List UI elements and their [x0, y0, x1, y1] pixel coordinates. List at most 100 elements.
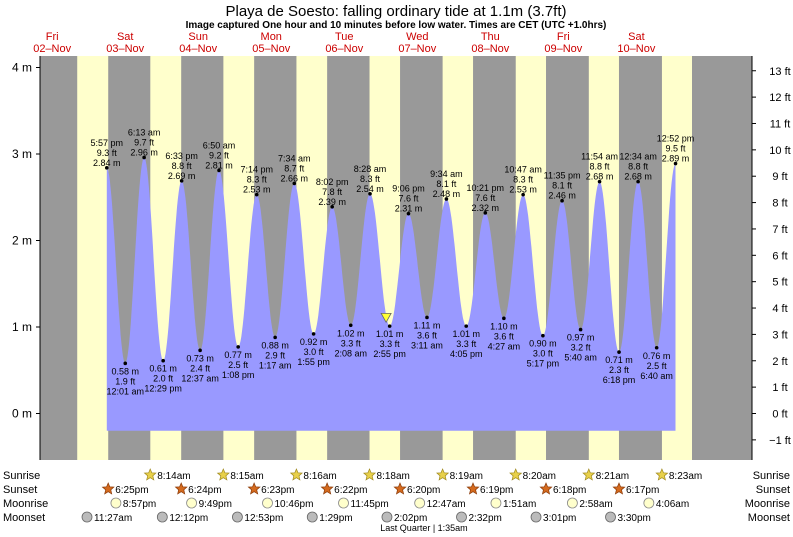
- moonset-time: 3:01pm: [543, 513, 576, 524]
- tide-time-label: 11:35 pm: [544, 171, 581, 181]
- tide-time-label: 11:54 am: [581, 152, 618, 162]
- moonset-row-label-right: Moonset: [748, 512, 790, 524]
- tide-point: [348, 323, 353, 328]
- sunset-time: 6:23pm: [261, 485, 294, 496]
- tide-feet-label: 9.7 ft: [134, 137, 155, 147]
- moonset-icon: [381, 511, 393, 523]
- tide-time-label: 12:34 am: [619, 152, 657, 162]
- moonrise-icon: [338, 497, 349, 509]
- moonrise-time: 2:58am: [579, 499, 612, 510]
- tide-feet-label: 3.0 ft: [304, 347, 325, 357]
- left-tick-label: 2 m: [12, 234, 32, 248]
- tide-time-label: 7:14 pm: [240, 165, 273, 175]
- tide-feet-label: 3.3 ft: [341, 338, 362, 348]
- sunrise-time: 8:15am: [230, 471, 263, 482]
- tide-metres-label: 2.54 m: [356, 184, 384, 194]
- tide-feet-label: 9.5 ft: [666, 144, 687, 154]
- tide-time-label: 8:02 pm: [316, 177, 349, 187]
- sunset-icon: [466, 482, 480, 495]
- chart-subtitle: Image captured One hour and 10 minutes b…: [186, 20, 607, 31]
- sunrise-icon: [216, 468, 230, 481]
- moonrise-icon: [490, 497, 502, 509]
- tide-curve: [106, 157, 676, 431]
- moonset-icon: [456, 511, 467, 523]
- tide-point: [425, 315, 429, 320]
- tide-time-label: 7:34 am: [278, 153, 311, 163]
- current-tide-marker: [380, 312, 392, 324]
- sunrise-time: 8:21am: [596, 471, 629, 482]
- moonrise-icon: [414, 497, 426, 509]
- tide-time-label: 2:08 am: [334, 348, 367, 358]
- tide-metres-label: 0.61 m: [149, 364, 177, 374]
- tide-feet-label: 8.8 ft: [590, 162, 611, 172]
- right-tick-label: 7 ft: [772, 224, 787, 236]
- night-band: [691, 56, 752, 460]
- tide-point: [673, 161, 678, 166]
- moonrise-row-label-left: Moonrise: [3, 498, 48, 510]
- tide-feet-label: 2.3 ft: [609, 365, 630, 375]
- tide-point: [198, 348, 202, 353]
- moonset-icon: [306, 511, 318, 523]
- tide-metres-label: 1.02 m: [337, 328, 365, 338]
- day-date-label: 07–Nov: [398, 43, 436, 55]
- tide-metres-label: 2.46 m: [548, 191, 576, 201]
- tide-time-label: 8:28 am: [354, 164, 387, 174]
- sunrise-time: 8:23am: [669, 471, 702, 482]
- tide-metres-label: 0.92 m: [300, 337, 328, 347]
- moonset-time: 12:12pm: [169, 513, 208, 524]
- tide-feet-label: 2.9 ft: [265, 350, 286, 360]
- tide-metres-label: 2.48 m: [433, 189, 461, 199]
- tide-time-label: 10:47 am: [504, 165, 542, 175]
- tide-time-label: 4:05 pm: [450, 349, 483, 359]
- sunset-icon: [174, 482, 188, 495]
- tide-feet-label: 8.8 ft: [172, 161, 193, 171]
- left-tick-label: 4 m: [12, 61, 32, 75]
- tide-feet-label: 1.9 ft: [115, 376, 136, 386]
- moonset-icon: [156, 511, 168, 523]
- tide-feet-label: 7.6 ft: [475, 193, 496, 203]
- sunrise-icon: [143, 468, 157, 481]
- sunset-time: 6:20pm: [407, 485, 440, 496]
- sunrise-icon: [362, 468, 377, 481]
- sunset-icon: [247, 482, 261, 495]
- tide-feet-label: 3.6 ft: [494, 331, 515, 341]
- sunrise-icon: [655, 468, 669, 481]
- tide-metres-label: 0.77 m: [224, 350, 252, 360]
- tide-time-label: 6:40 am: [640, 371, 673, 381]
- day-date-label: 09–Nov: [544, 43, 582, 55]
- moonset-icon: [81, 511, 93, 523]
- day-date-label: 04–Nov: [179, 43, 217, 55]
- right-tick-label: 6 ft: [772, 250, 787, 262]
- tide-metres-label: 0.73 m: [186, 353, 214, 363]
- day-labels: Fri02–NovSat03–NovSun04–NovMon05–NovTue0…: [33, 31, 656, 55]
- tide-area: [106, 157, 676, 431]
- sunset-row-label-left: Sunset: [3, 484, 37, 496]
- tide-metres-label: 2.96 m: [130, 147, 158, 157]
- right-tick-label: 12 ft: [769, 92, 790, 104]
- tide-metres-label: 2.39 m: [318, 197, 346, 207]
- right-tick-label: 4 ft: [772, 303, 787, 315]
- tide-metres-label: 2.69 m: [168, 171, 196, 181]
- tide-time-label: 12:52 pm: [657, 134, 695, 144]
- sunrise-time: 8:16am: [303, 471, 336, 482]
- tide-feet-label: 8.3 ft: [247, 175, 268, 185]
- tide-time-label: 12:29 pm: [144, 384, 182, 394]
- tide-point: [521, 192, 525, 197]
- day-name-label: Sun: [188, 31, 208, 43]
- tide-time-label: 4:27 am: [488, 341, 521, 351]
- tide-time-label: 1:17 am: [259, 360, 292, 370]
- moonrise-icon: [110, 497, 122, 509]
- sunset-time: 6:24pm: [188, 485, 221, 496]
- right-tick-label: 13 ft: [769, 66, 790, 78]
- tide-metres-label: 0.88 m: [261, 340, 289, 350]
- tide-metres-label: 1.11 m: [414, 320, 441, 330]
- tide-time-label: 3:11 am: [411, 340, 443, 350]
- tide-metres-label: 2.31 m: [395, 204, 423, 214]
- moonrise-icon: [566, 497, 578, 509]
- day-name-label: Fri: [46, 31, 59, 43]
- day-name-label: Tue: [335, 31, 354, 43]
- sunrise-row-label-left: Sunrise: [3, 470, 40, 482]
- sunrise-icon: [289, 468, 303, 481]
- sunset-icon: [393, 482, 407, 495]
- sunset-icon: [101, 482, 115, 495]
